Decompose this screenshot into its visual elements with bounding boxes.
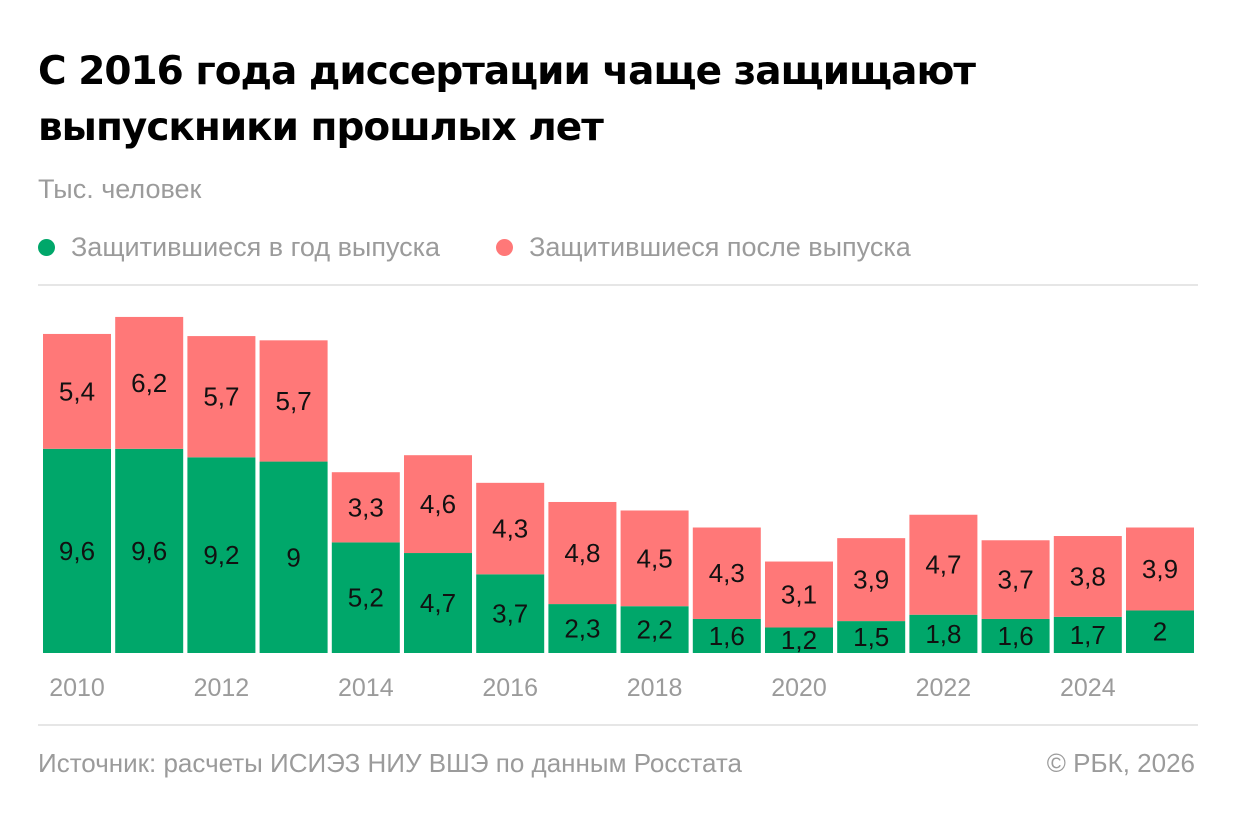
bar-segment-graduation-year: [765, 627, 833, 653]
x-tick-label: 2020: [771, 674, 827, 702]
bar-value-label: 3,1: [781, 580, 817, 610]
legend-item-after-graduation: Защитившиеся после выпуска: [496, 232, 911, 263]
bar-segment-graduation-year: [43, 448, 111, 653]
bottom-divider: [38, 724, 1198, 726]
bar-segment-graduation-year: [981, 618, 1050, 653]
copyright: © РБК, 2026: [1046, 748, 1195, 778]
bar-segment-after-graduation: [43, 333, 111, 449]
bar-segment-graduation-year: [692, 618, 761, 653]
legend-label: Защитившиеся после выпуска: [529, 232, 911, 262]
bar-value-label: 9,2: [203, 540, 239, 570]
bar-segment-graduation-year: [476, 574, 545, 653]
x-tick-label: 2014: [338, 674, 394, 702]
bar-value-label: 5,7: [203, 382, 239, 412]
bar-value-label: 3,3: [348, 492, 384, 522]
bar-value-label: 1,8: [925, 619, 961, 649]
x-tick-label: 2022: [916, 674, 972, 702]
bar-value-label: 5,2: [348, 583, 384, 613]
bar-segment-after-graduation: [331, 472, 400, 543]
bar-value-label: 1,7: [1070, 620, 1106, 650]
bar-segment-after-graduation: [1126, 527, 1194, 611]
bar-value-label: 6,2: [131, 368, 167, 398]
bar-segment-after-graduation: [1053, 536, 1122, 617]
x-tick-label: 2024: [1060, 674, 1116, 702]
bar-value-label: 3,8: [1070, 561, 1106, 591]
bar-value-label: 9,6: [131, 536, 167, 566]
bar-segment-graduation-year: [187, 457, 256, 653]
x-tick-label: 2012: [194, 674, 250, 702]
bar-value-label: 5,4: [59, 376, 95, 406]
bar-value-label: 4,3: [709, 558, 745, 588]
bar-value-label: 3,9: [1142, 554, 1178, 584]
legend: Защитившиеся в год выпуска Защитившиеся …: [38, 232, 967, 263]
bar-segment-graduation-year: [259, 461, 328, 653]
x-tick-label: 2016: [482, 674, 538, 702]
bar-segment-after-graduation: [476, 482, 545, 575]
bar-segment-graduation-year: [837, 621, 906, 653]
bar-value-label: 3,9: [853, 565, 889, 595]
source-note: Источник: расчеты ИСИЭЗ НИУ ВШЭ по данны…: [38, 748, 742, 778]
bar-value-label: 4,3: [492, 514, 528, 544]
stacked-bar-chart: 9,6 5,4 2010 9,6 6,2 9,2 5,7 2012 9 5,7 5,2 3,3 2014…: [43, 316, 1194, 702]
bar-value-label: 4,7: [925, 550, 961, 580]
legend-item-graduation-year: Защитившиеся в год выпуска: [38, 232, 440, 263]
x-tick-label: 2018: [627, 674, 683, 702]
x-tick-label: 2010: [49, 674, 105, 702]
bar-segment-graduation-year: [909, 614, 978, 653]
bar-value-label: 4,8: [564, 538, 600, 568]
bar-segment-after-graduation: [765, 561, 833, 628]
bar-segment-after-graduation: [620, 510, 689, 607]
bar-segment-graduation-year: [404, 553, 472, 653]
chart-title: С 2016 года диссертации чаще защищают вы…: [38, 49, 976, 150]
bar-segment-after-graduation: [187, 336, 256, 458]
bar-value-label: 4,5: [637, 543, 673, 573]
bar-segment-graduation-year: [1126, 610, 1194, 653]
legend-dot-red-icon: [496, 239, 514, 256]
bar-value-label: 2,2: [637, 615, 673, 645]
bar-value-label: 1,2: [781, 625, 817, 655]
bar-value-label: 1,5: [853, 622, 889, 652]
bar-segment-after-graduation: [404, 455, 472, 554]
bar-value-label: 9,6: [59, 536, 95, 566]
bar-segment-graduation-year: [115, 448, 184, 653]
bar-segment-after-graduation: [909, 514, 978, 615]
bar-segment-after-graduation: [259, 340, 328, 462]
bar-value-label: 9: [286, 542, 300, 572]
bar-segment-graduation-year: [620, 606, 689, 653]
bar-segment-after-graduation: [692, 527, 761, 619]
bar-segment-after-graduation: [548, 501, 617, 605]
bar-value-label: 3,7: [492, 599, 528, 629]
bar-value-label: 4,7: [420, 588, 456, 618]
bar-value-label: 3,7: [998, 565, 1034, 595]
bar-segment-after-graduation: [837, 538, 906, 622]
top-divider: [38, 284, 1198, 286]
bar-segment-after-graduation: [115, 316, 184, 449]
bar-segment-graduation-year: [1053, 616, 1122, 653]
bar-value-label: 4,6: [420, 489, 456, 519]
bar-segment-graduation-year: [331, 542, 400, 653]
bar-value-label: 2: [1153, 617, 1167, 647]
legend-label: Защитившиеся в год выпуска: [71, 232, 441, 262]
bar-value-label: 1,6: [709, 621, 745, 651]
bar-value-label: 2,3: [564, 614, 600, 644]
legend-dot-green-icon: [38, 239, 55, 256]
bar-value-label: 5,7: [276, 386, 312, 416]
bar-value-label: 1,6: [998, 621, 1034, 651]
chart-subtitle: Тыс. человек: [38, 174, 202, 204]
bar-segment-after-graduation: [981, 540, 1050, 619]
bar-segment-graduation-year: [548, 604, 617, 653]
